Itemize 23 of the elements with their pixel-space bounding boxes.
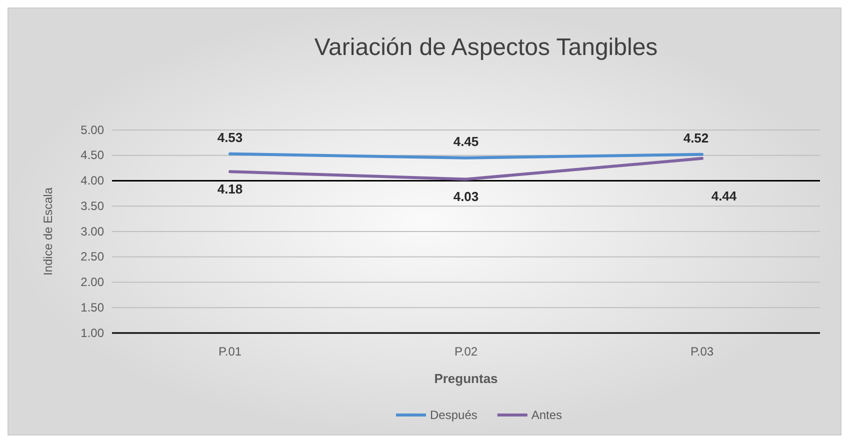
x-tick-label: P.01 <box>218 344 242 359</box>
y-tick-label: 4.50 <box>80 148 104 162</box>
y-tick-label: 2.50 <box>80 250 104 264</box>
y-tick-label: 2.00 <box>80 275 104 290</box>
data-label: 4.53 <box>217 130 243 145</box>
chart-title: Variación de Aspectos Tangibles <box>314 34 658 61</box>
y-axis-title: Indice de Escala <box>41 187 55 276</box>
y-tick-label: 5.00 <box>80 122 104 137</box>
y-tick-label: 3.50 <box>80 198 104 213</box>
data-label: 4.45 <box>453 134 479 149</box>
x-tick-label: P.03 <box>690 344 714 359</box>
data-label: 4.03 <box>453 189 479 204</box>
data-label: 4.52 <box>683 130 709 146</box>
legend-label: Después <box>430 408 478 422</box>
y-tick-label: 3.00 <box>80 224 104 238</box>
y-tick-label: 1.50 <box>80 300 104 314</box>
x-tick-label: P.02 <box>454 344 478 359</box>
data-label: 4.44 <box>711 188 738 204</box>
y-tick-label: 1.00 <box>80 326 104 340</box>
data-label: 4.18 <box>217 182 243 197</box>
legend-label: Antes <box>531 408 562 422</box>
x-axis-title: Preguntas <box>434 371 498 386</box>
y-tick-label: 4.00 <box>80 174 104 188</box>
